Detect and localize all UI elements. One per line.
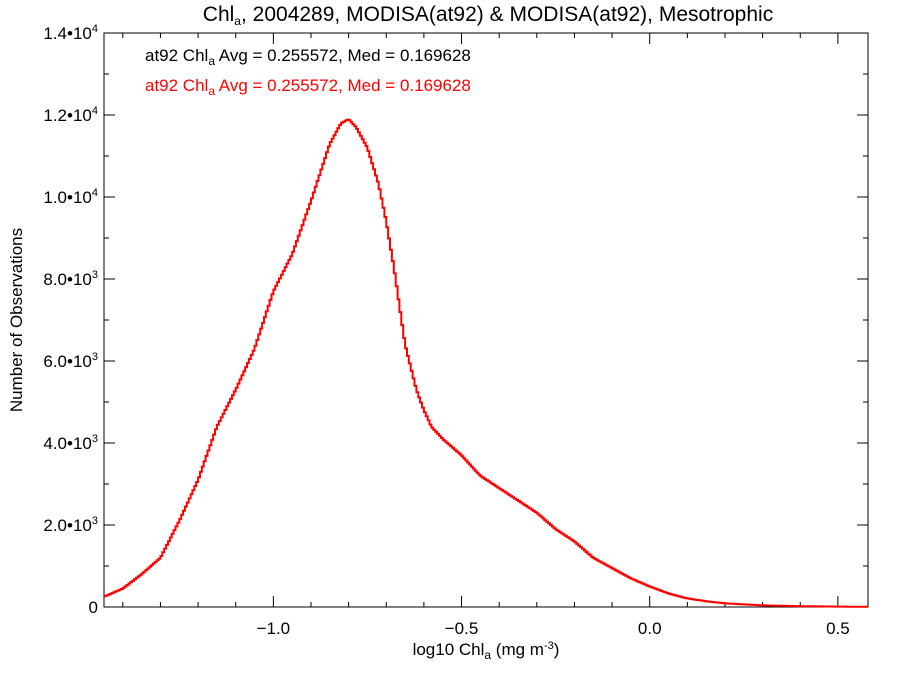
annotation-black: at92 Chla Avg = 0.255572, Med = 0.169628 <box>145 46 471 68</box>
y-tick-label: 8.0•103 <box>43 269 98 289</box>
y-tick-label-exponent: 3 <box>92 269 98 281</box>
x-axis-label-prefix: log10 Chl <box>413 640 485 659</box>
chart-title-subscript: a <box>234 14 241 28</box>
x-axis-label-unit: (mg m <box>491 640 544 659</box>
y-tick-label-exponent: 4 <box>92 23 98 35</box>
annotation-black-prefix: at92 Chl <box>145 46 208 65</box>
x-tick-label: −1.0 <box>257 619 291 638</box>
chart-title-prefix: Chl <box>203 3 235 26</box>
y-tick-label-exponent: 4 <box>92 105 98 117</box>
y-tick-label: 1.2•104 <box>43 105 98 125</box>
y-tick-label-base: 1.4•10 <box>43 24 92 43</box>
annotation-black-subscript: a <box>208 54 215 68</box>
x-tick-label: 0.5 <box>826 619 850 638</box>
x-axis-label-close: ) <box>554 640 560 659</box>
plot-frame <box>103 32 869 608</box>
y-tick-label-base: 0 <box>89 598 98 617</box>
series-red-line <box>104 118 868 608</box>
y-tick-label: 0 <box>89 598 98 617</box>
y-tick-label-exponent: 4 <box>92 187 98 199</box>
y-tick-label-base: 1.2•10 <box>43 106 92 125</box>
y-tick-label-exponent: 3 <box>92 433 98 445</box>
y-tick-label-base: 1.0•10 <box>43 188 92 207</box>
y-tick-label-base: 8.0•10 <box>43 270 92 289</box>
y-tick-label-base: 4.0•10 <box>43 434 92 453</box>
annotation-red: at92 Chla Avg = 0.255572, Med = 0.169628 <box>145 76 471 98</box>
annotation-red-subscript: a <box>208 84 215 98</box>
y-tick-label-exponent: 3 <box>92 351 98 363</box>
y-tick-label: 2.0•103 <box>43 515 98 535</box>
y-tick-label: 1.4•104 <box>43 23 98 43</box>
plot-area: −1.0 −0.5 0.0 0.5 02.0•1034.0•1036.0•1038.0… <box>43 23 869 638</box>
annotation-black-suffix: Avg = 0.255572, Med = 0.169628 <box>215 46 471 65</box>
x-axis-label: log10 Chla (mg m-3) <box>413 640 560 662</box>
x-axis-label-subscript: a <box>484 648 491 662</box>
annotation-red-suffix: Avg = 0.255572, Med = 0.169628 <box>215 76 471 95</box>
x-tick-label: 0.0 <box>638 619 662 638</box>
chart-title: Chla, 2004289, MODISA(at92) & MODISA(at9… <box>203 3 773 28</box>
y-tick-label: 6.0•103 <box>43 351 98 371</box>
y-tick-label-base: 2.0•10 <box>43 516 92 535</box>
y-tick-label: 4.0•103 <box>43 433 98 453</box>
x-tick-label: −0.5 <box>445 619 479 638</box>
y-tick-label-exponent: 3 <box>92 515 98 527</box>
chart-title-suffix: , 2004289, MODISA(at92) & MODISA(at92), … <box>241 3 773 26</box>
y-axis-ticks: 02.0•1034.0•1036.0•1038.0•1031.0•1041.2•… <box>43 23 868 617</box>
annotation-red-prefix: at92 Chl <box>145 76 208 95</box>
y-axis-label: Number of Observations <box>7 228 26 412</box>
y-tick-label-base: 6.0•10 <box>43 352 92 371</box>
x-axis-ticks: −1.0 −0.5 0.0 0.5 <box>122 33 850 638</box>
x-axis-label-unit-superscript: -3 <box>544 640 554 652</box>
y-tick-label: 1.0•104 <box>43 187 98 207</box>
